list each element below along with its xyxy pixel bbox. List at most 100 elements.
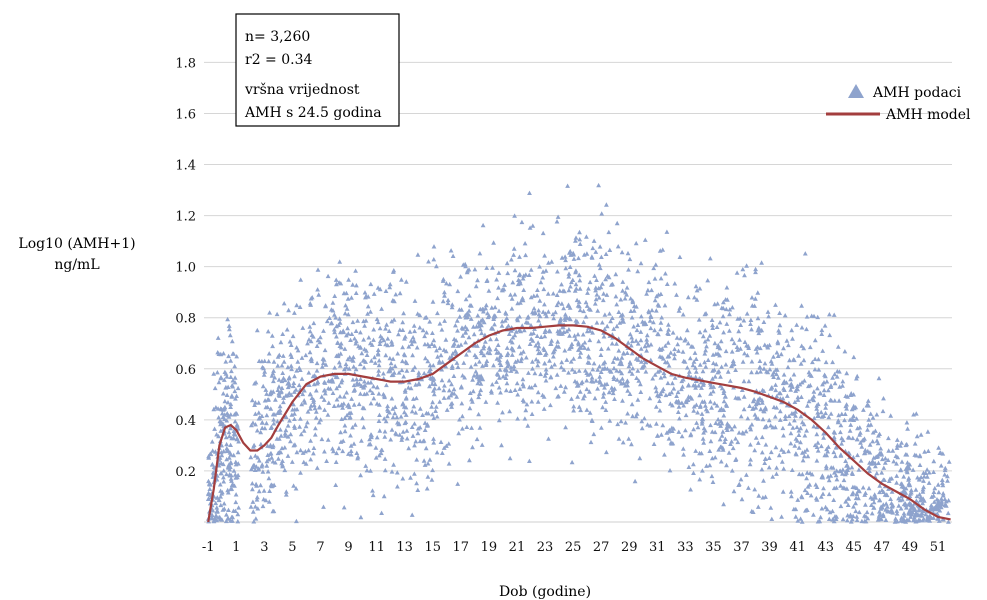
scatter-point xyxy=(283,427,289,433)
scatter-point xyxy=(231,468,237,473)
scatter-point xyxy=(595,367,601,372)
scatter-point xyxy=(422,420,428,425)
scatter-point xyxy=(429,477,435,482)
scatter-point xyxy=(531,293,537,298)
scatter-point xyxy=(377,338,383,344)
scatter-point xyxy=(826,414,832,420)
scatter-point xyxy=(742,339,748,344)
scatter-point xyxy=(425,341,431,347)
scatter-point xyxy=(827,312,832,317)
scatter-point xyxy=(768,505,774,510)
scatter-point xyxy=(291,443,297,448)
scatter-point xyxy=(743,429,749,434)
scatter-point xyxy=(266,475,272,481)
scatter-point xyxy=(779,459,785,464)
scatter-point xyxy=(503,387,509,393)
scatter-point xyxy=(831,449,837,455)
scatter-point xyxy=(211,371,217,376)
scatter-point xyxy=(390,269,396,274)
scatter-point xyxy=(715,301,720,306)
scatter-point xyxy=(226,455,232,460)
scatter-point xyxy=(275,387,281,392)
scatter-point xyxy=(648,325,654,331)
scatter-point xyxy=(802,449,808,454)
scatter-point xyxy=(276,390,282,396)
scatter-point xyxy=(674,393,679,398)
scatter-point xyxy=(466,348,472,353)
scatter-point xyxy=(309,332,315,337)
scatter-point xyxy=(543,367,549,372)
scatter-point xyxy=(315,267,321,272)
scatter-point xyxy=(736,481,742,487)
scatter-point xyxy=(581,319,586,325)
scatter-point xyxy=(271,359,277,364)
scatter-point xyxy=(652,372,658,377)
x-tick-label: 29 xyxy=(621,540,638,555)
scatter-point xyxy=(256,410,262,415)
scatter-point xyxy=(618,297,624,302)
scatter-point xyxy=(535,346,541,352)
scatter-point xyxy=(426,259,431,264)
scatter-point xyxy=(575,303,581,308)
scatter-point xyxy=(863,519,869,524)
scatter-point xyxy=(859,444,865,449)
scatter-point xyxy=(755,290,761,295)
scatter-point xyxy=(742,351,747,356)
scatter-point xyxy=(400,319,406,325)
scatter-point xyxy=(766,314,771,319)
scatter-point xyxy=(322,449,327,454)
scatter-point xyxy=(228,401,234,407)
scatter-point xyxy=(639,425,645,431)
scatter-point xyxy=(319,436,325,442)
scatter-point xyxy=(345,331,351,336)
scatter-point xyxy=(282,431,288,436)
scatter-point xyxy=(576,272,582,277)
scatter-point xyxy=(811,313,817,319)
scatter-point xyxy=(303,449,308,454)
scatter-point xyxy=(271,421,277,426)
scatter-point xyxy=(824,465,829,471)
scatter-point xyxy=(927,518,933,523)
scatter-point xyxy=(339,402,345,407)
scatter-point xyxy=(490,265,495,270)
scatter-point xyxy=(940,516,946,522)
scatter-point xyxy=(936,445,941,450)
scatter-point xyxy=(630,338,635,344)
scatter-point xyxy=(542,347,547,352)
scatter-point xyxy=(870,415,876,420)
scatter-point xyxy=(504,345,510,350)
scatter-point xyxy=(234,354,240,359)
scatter-point xyxy=(371,327,377,332)
scatter-point xyxy=(937,508,943,513)
scatter-point xyxy=(749,303,755,308)
scatter-point xyxy=(694,402,699,407)
scatter-point xyxy=(308,357,314,362)
scatter-point xyxy=(291,483,296,488)
scatter-point xyxy=(619,361,625,367)
scatter-point xyxy=(365,311,370,316)
scatter-point xyxy=(457,417,462,422)
scatter-point xyxy=(520,381,526,387)
scatter-point xyxy=(608,318,613,324)
scatter-point xyxy=(647,423,653,428)
scatter-point xyxy=(607,311,612,316)
scatter-point xyxy=(279,461,284,466)
scatter-point xyxy=(817,518,823,524)
scatter-point xyxy=(602,359,608,365)
scatter-point xyxy=(745,352,750,358)
scatter-point xyxy=(641,321,647,327)
scatter-point xyxy=(337,363,343,368)
scatter-point xyxy=(924,474,930,479)
scatter-point xyxy=(610,281,615,287)
scatter-point xyxy=(697,286,703,291)
scatter-point xyxy=(762,460,768,465)
scatter-point xyxy=(389,427,395,432)
scatter-point xyxy=(215,335,221,340)
scatter-point xyxy=(260,469,266,474)
x-tick-label: 39 xyxy=(761,540,778,555)
scatter-point xyxy=(517,254,522,259)
scatter-point xyxy=(414,395,419,401)
scatter-point xyxy=(484,277,490,283)
scatter-point xyxy=(867,468,872,473)
scatter-point xyxy=(883,507,889,512)
